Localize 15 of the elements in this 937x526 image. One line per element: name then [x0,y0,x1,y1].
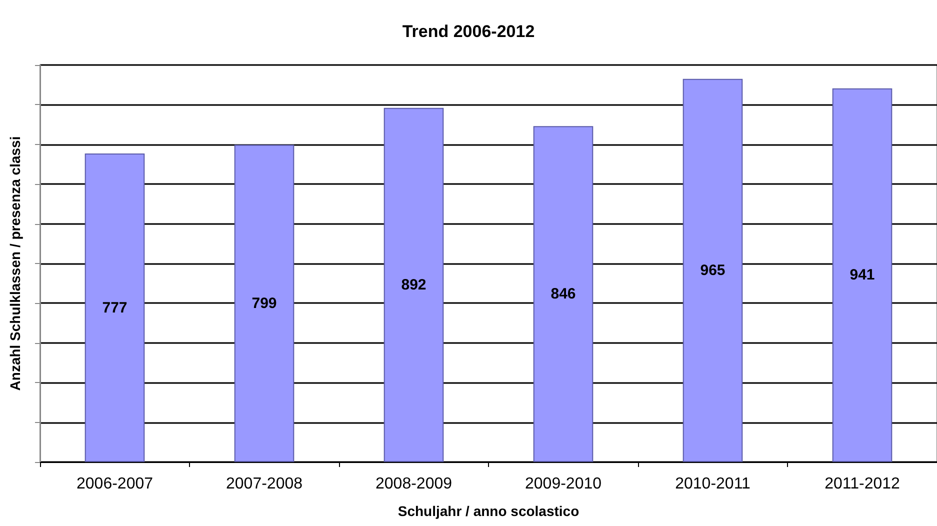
x-tick-label: 2008-2009 [375,476,452,492]
data-label: 941 [850,266,875,284]
x-tick-label: 2009-2010 [524,476,602,492]
y-axis-title: Anzahl Schulklassen / presenza classi [7,136,23,391]
data-label: 846 [550,286,576,303]
data-label: 892 [401,276,426,294]
data-label: 965 [700,262,726,279]
chart-title: Trend 2006-2012 [402,22,535,41]
x-tick-label: 2006-2007 [76,476,154,492]
data-label: 777 [102,299,128,316]
data-label: 799 [252,294,277,312]
x-axis-title: Schuljahr / anno scolastico [398,503,580,519]
x-tick-label: 2011-2012 [824,476,900,492]
x-tick-label: 2010-2011 [675,476,751,492]
x-tick-label: 2007-2008 [226,476,303,492]
